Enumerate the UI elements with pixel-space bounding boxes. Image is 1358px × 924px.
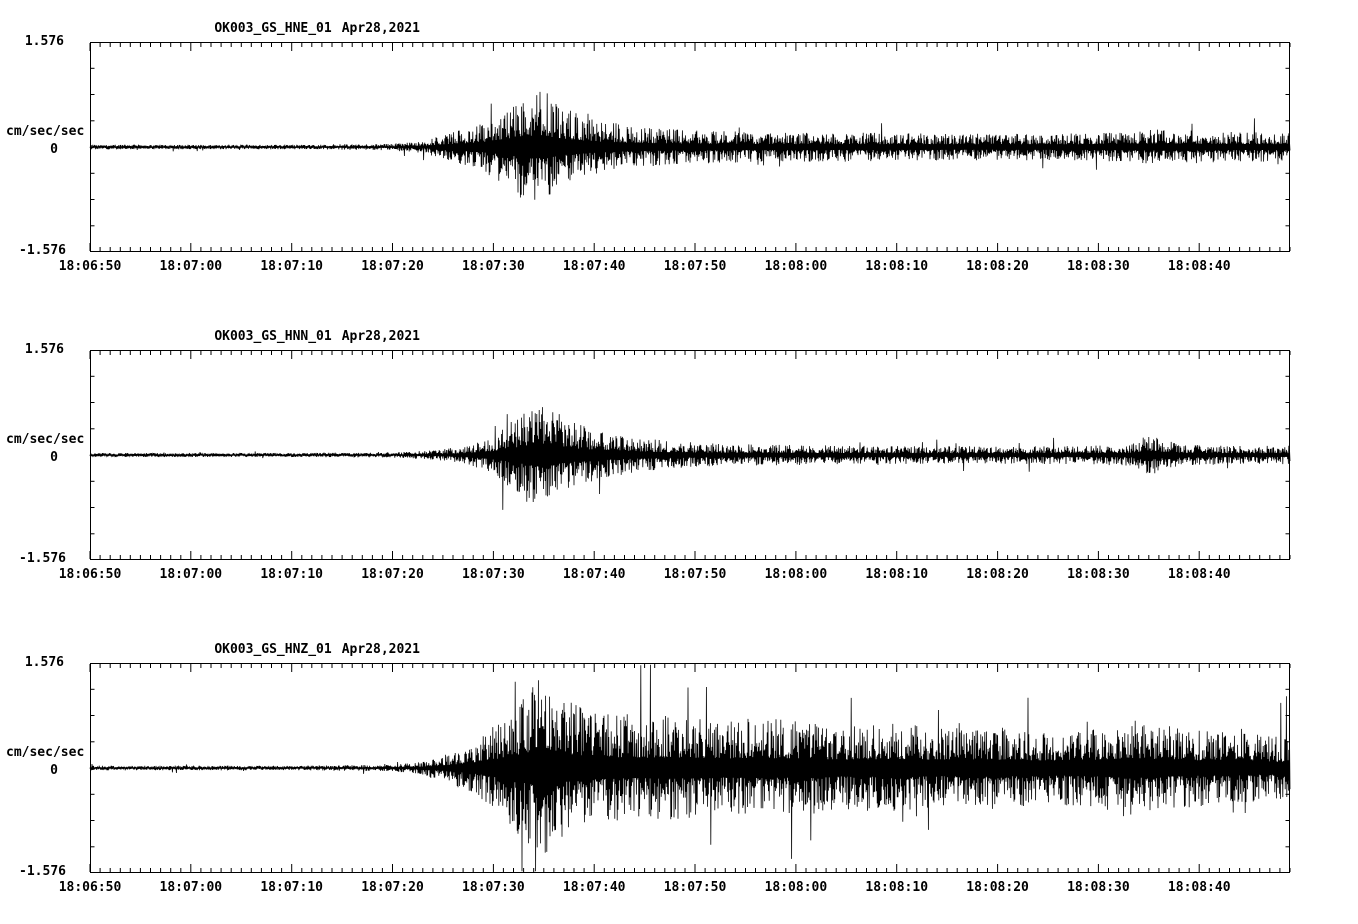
x-tick-label: 18:07:00 <box>159 567 223 582</box>
y-axis-zero-label: 0 <box>50 142 58 157</box>
x-tick-label: 18:07:30 <box>462 880 525 895</box>
x-tick-label: 18:07:40 <box>562 880 626 895</box>
x-tick-label: 18:07:00 <box>159 880 223 895</box>
x-axis-labels: 18:06:50 18:07:00 18:07:10 18:07:20 18:07:30… <box>0 259 1358 277</box>
y-axis-max-label: 1.576 <box>24 655 64 670</box>
x-tick-label: 18:07:50 <box>663 567 727 582</box>
station-channel-label: OK003_GS_HNN_01 <box>214 329 332 344</box>
x-tick-label: 18:07:20 <box>361 880 424 895</box>
y-axis-min-label: -1.576 <box>19 864 66 879</box>
y-axis-max-label: 1.576 <box>24 34 64 49</box>
x-tick-label: 18:07:00 <box>159 259 223 274</box>
y-axis-unit-label: cm/sec/sec <box>6 124 85 139</box>
y-axis-zero-label: 0 <box>50 450 58 465</box>
x-tick-label: 18:08:40 <box>1167 259 1231 274</box>
date-label: Apr28,2021 <box>341 329 420 344</box>
x-tick-label: 18:08:40 <box>1167 567 1231 582</box>
x-tick-label: 18:08:30 <box>1067 259 1130 274</box>
x-tick-label: 18:08:00 <box>764 880 828 895</box>
x-tick-label: 18:06:50 <box>58 567 122 582</box>
x-tick-label: 18:07:20 <box>361 567 424 582</box>
seismogram-panel-hne: OK003_GS_HNE_01 Apr28,2021 1.576 cm/sec/s… <box>0 2 1358 280</box>
x-tick-label: 18:06:50 <box>58 259 122 274</box>
x-axis-labels: 18:06:50 18:07:00 18:07:10 18:07:20 18:07:30… <box>0 567 1358 585</box>
waveform-plot-hne <box>89 42 1291 252</box>
y-axis-min-label: -1.576 <box>19 551 66 566</box>
x-tick-label: 18:06:50 <box>58 880 122 895</box>
x-tick-label: 18:07:10 <box>260 880 323 895</box>
station-channel-label: OK003_GS_HNE_01 <box>214 21 332 36</box>
x-tick-label: 18:08:20 <box>966 880 1029 895</box>
x-tick-label: 18:08:20 <box>966 567 1029 582</box>
x-tick-label: 18:08:00 <box>764 567 828 582</box>
x-tick-label: 18:07:30 <box>462 259 525 274</box>
date-label: Apr28,2021 <box>341 642 420 657</box>
x-tick-label: 18:07:10 <box>260 259 323 274</box>
waveform-plot-hnz <box>89 663 1291 873</box>
seismogram-panel-hnn: OK003_GS_HNN_01 Apr28,2021 1.576 cm/sec/s… <box>0 310 1358 588</box>
y-axis-unit-label: cm/sec/sec <box>6 432 85 447</box>
x-axis-labels: 18:06:50 18:07:00 18:07:10 18:07:20 18:07:30… <box>0 880 1358 898</box>
x-tick-label: 18:07:10 <box>260 567 323 582</box>
x-tick-label: 18:07:50 <box>663 880 727 895</box>
x-tick-label: 18:08:00 <box>764 259 828 274</box>
panel-title: OK003_GS_HNE_01 Apr28,2021 <box>183 6 420 51</box>
y-axis-zero-label: 0 <box>50 763 58 778</box>
panel-title: OK003_GS_HNN_01 Apr28,2021 <box>183 314 420 359</box>
x-tick-label: 18:08:10 <box>865 567 929 582</box>
x-tick-label: 18:08:30 <box>1067 880 1130 895</box>
x-tick-label: 18:08:40 <box>1167 880 1231 895</box>
x-tick-label: 18:07:30 <box>462 567 525 582</box>
waveform-plot-hnn <box>89 350 1291 560</box>
x-tick-label: 18:08:20 <box>966 259 1029 274</box>
x-tick-label: 18:07:20 <box>361 259 424 274</box>
y-axis-min-label: -1.576 <box>19 243 66 258</box>
x-tick-label: 18:07:50 <box>663 259 727 274</box>
y-axis-unit-label: cm/sec/sec <box>6 745 85 760</box>
panel-title: OK003_GS_HNZ_01 Apr28,2021 <box>183 627 420 672</box>
date-label: Apr28,2021 <box>341 21 420 36</box>
x-tick-label: 18:08:30 <box>1067 567 1130 582</box>
x-tick-label: 18:08:10 <box>865 259 929 274</box>
x-tick-label: 18:07:40 <box>562 259 626 274</box>
station-channel-label: OK003_GS_HNZ_01 <box>214 642 332 657</box>
x-tick-label: 18:08:10 <box>865 880 929 895</box>
y-axis-max-label: 1.576 <box>24 342 64 357</box>
seismogram-panel-hnz: OK003_GS_HNZ_01 Apr28,2021 1.576 cm/sec/s… <box>0 623 1358 901</box>
x-tick-label: 18:07:40 <box>562 567 626 582</box>
